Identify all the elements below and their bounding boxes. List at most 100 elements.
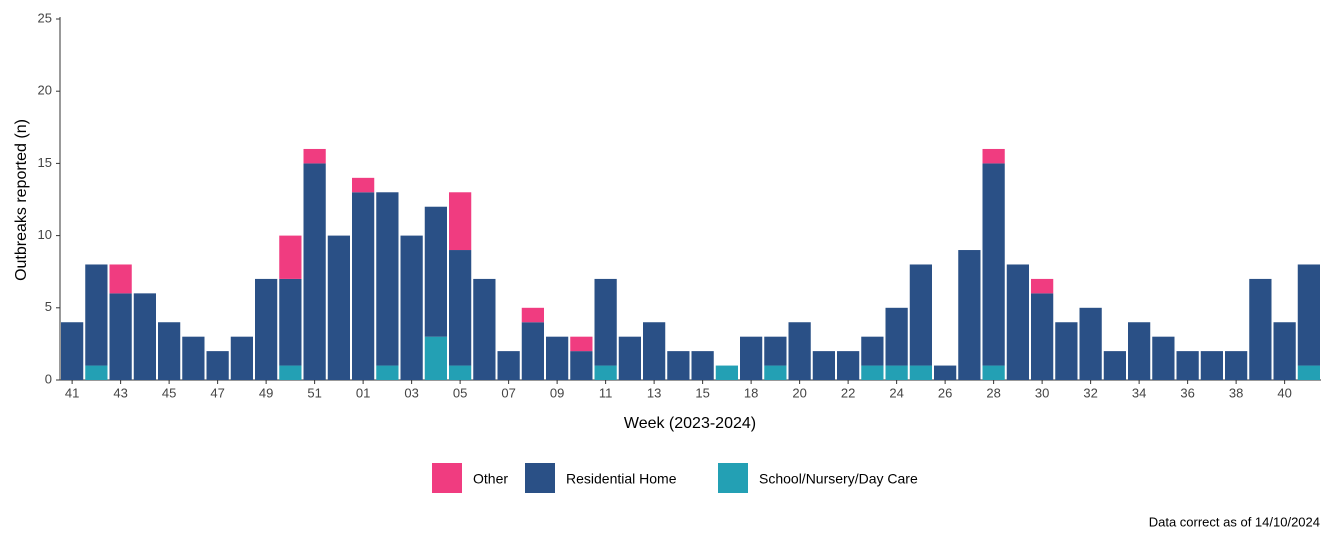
x-tick-label: 28 <box>986 385 1000 400</box>
bar-segment <box>861 336 884 366</box>
bar-segment <box>1128 322 1151 380</box>
bar-segment <box>909 365 932 380</box>
bar-segment <box>182 336 205 380</box>
bar-segment <box>255 278 278 380</box>
x-tick-label: 11 <box>599 385 613 400</box>
bar-segment <box>982 163 1005 366</box>
x-tick-label: 38 <box>1229 385 1243 400</box>
x-tick-label: 07 <box>501 385 515 400</box>
legend-label: Residential Home <box>566 471 677 487</box>
bar-segment <box>303 148 326 164</box>
x-axis-title: Week (2023-2024) <box>624 415 756 432</box>
x-tick-label: 36 <box>1180 385 1194 400</box>
bar-segment <box>352 192 375 380</box>
x-tick-label: 22 <box>841 385 855 400</box>
bar-segment <box>715 365 738 380</box>
y-tick-label: 25 <box>38 10 52 25</box>
legend-label: School/Nursery/Day Care <box>759 471 918 487</box>
bar-segment <box>206 351 229 380</box>
bar-segment <box>691 351 714 380</box>
y-tick-label: 15 <box>38 155 52 170</box>
bar-segment <box>885 307 908 366</box>
bar-segment <box>667 351 690 380</box>
bar-segment <box>1103 351 1126 380</box>
bar-segment <box>352 177 375 193</box>
x-tick-label: 45 <box>162 385 176 400</box>
bar-segment <box>327 235 350 380</box>
bar-segment <box>764 365 787 380</box>
x-tick-label: 24 <box>889 385 903 400</box>
bar-segment <box>85 264 108 366</box>
y-tick-label: 5 <box>45 299 52 314</box>
x-tick-label: 26 <box>938 385 952 400</box>
x-tick-label: 05 <box>453 385 467 400</box>
y-axis-title: Outbreaks reported (n) <box>13 119 30 281</box>
bar-segment <box>424 206 447 337</box>
bar-segment <box>1055 322 1078 380</box>
bar-segment <box>618 336 641 380</box>
x-tick-label: 34 <box>1132 385 1146 400</box>
bar-segment <box>1200 351 1223 380</box>
bar-segment <box>473 278 496 380</box>
bar-segment <box>1297 365 1320 380</box>
bar-segment <box>521 322 544 380</box>
x-tick-label: 03 <box>404 385 418 400</box>
bar-segment <box>449 365 472 380</box>
bar-segment <box>594 278 617 366</box>
y-tick-label: 10 <box>38 227 52 242</box>
x-tick-label: 20 <box>792 385 806 400</box>
bar-segment <box>740 336 763 380</box>
bar-segment <box>982 365 1005 380</box>
bar-segment <box>449 192 472 251</box>
bar-segment <box>764 336 787 366</box>
y-tick-label: 0 <box>45 371 52 386</box>
bar-segment <box>303 163 326 380</box>
legend-label: Other <box>473 471 508 487</box>
legend-swatch <box>525 463 555 493</box>
bar-segment <box>1031 278 1054 294</box>
bar-segment <box>909 264 932 366</box>
bar-segment <box>109 264 132 294</box>
bar-segment <box>158 322 181 380</box>
x-tick-label: 51 <box>307 385 321 400</box>
footnote: Data correct as of 14/10/2024 <box>1149 514 1320 529</box>
x-tick-label: 41 <box>65 385 79 400</box>
bar-segment <box>570 336 593 352</box>
bar-segment <box>1006 264 1029 380</box>
bar-segment <box>279 235 302 279</box>
bar-segment <box>1225 351 1248 380</box>
x-tick-label: 49 <box>259 385 273 400</box>
bar-segment <box>1249 278 1272 380</box>
bar-segment <box>594 365 617 380</box>
bar-segment <box>1176 351 1199 380</box>
bar-segment <box>230 336 253 380</box>
bar-segment <box>1031 293 1054 380</box>
bar-segment <box>109 293 132 380</box>
bar-segment <box>424 336 447 380</box>
legend-swatch <box>432 463 462 493</box>
bar-segment <box>837 351 860 380</box>
y-tick-label: 20 <box>38 83 52 98</box>
bar-segment <box>812 351 835 380</box>
bar-segment <box>279 365 302 380</box>
bar-segment <box>61 322 84 380</box>
bar-segment <box>1273 322 1296 380</box>
bar-segment <box>449 250 472 366</box>
bar-segment <box>982 148 1005 164</box>
x-tick-label: 01 <box>356 385 370 400</box>
bar-segment <box>958 250 981 380</box>
x-tick-label: 18 <box>744 385 758 400</box>
bar-segment <box>570 351 593 380</box>
bar-segment <box>497 351 520 380</box>
x-tick-label: 32 <box>1083 385 1097 400</box>
bar-segment <box>376 365 399 380</box>
bar-segment <box>643 322 666 380</box>
bar-segment <box>376 192 399 366</box>
x-tick-label: 47 <box>210 385 224 400</box>
bar-segment <box>521 307 544 323</box>
bar-segment <box>1297 264 1320 366</box>
bar-segment <box>861 365 884 380</box>
bar-segment <box>788 322 811 380</box>
x-tick-label: 13 <box>647 385 661 400</box>
